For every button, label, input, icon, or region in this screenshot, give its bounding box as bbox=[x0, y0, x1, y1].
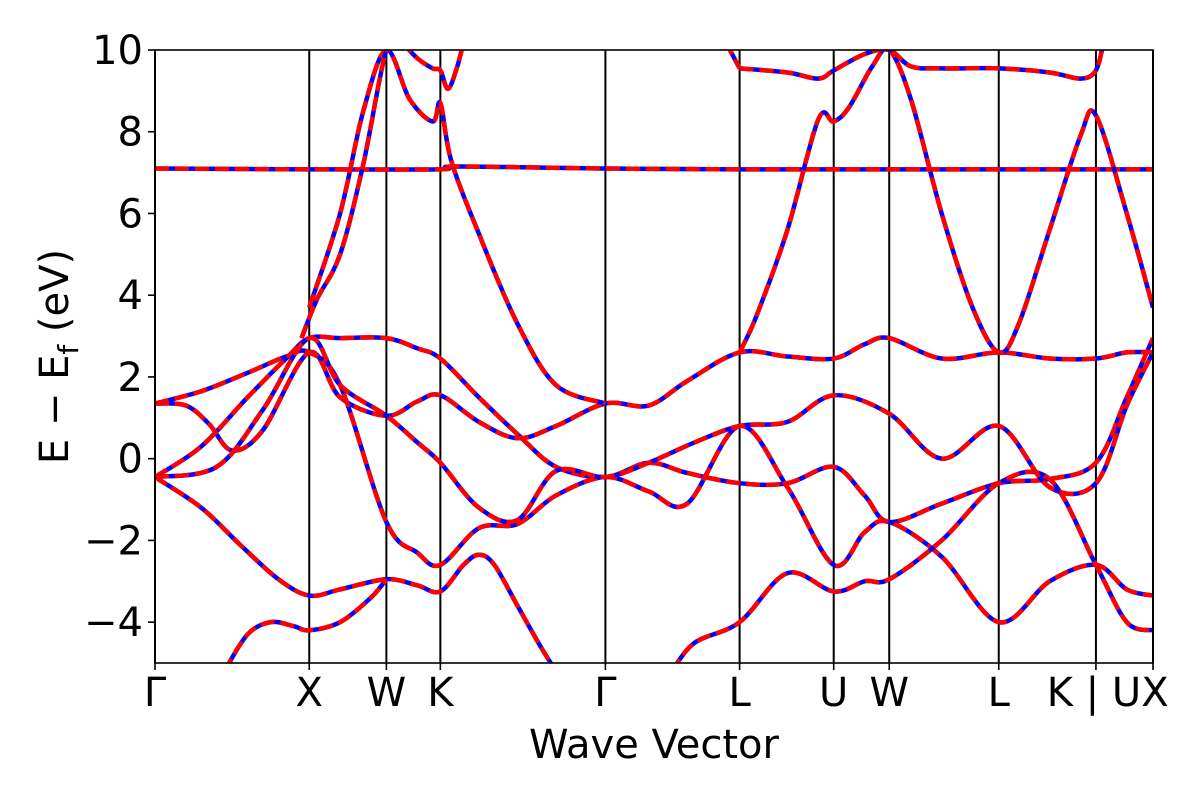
band-line-dashed bbox=[406, 50, 464, 92]
y-tick-label: 0 bbox=[118, 437, 143, 483]
x-tick-label: K | U bbox=[1047, 670, 1141, 716]
y-tick-label: 4 bbox=[118, 273, 143, 319]
band-line-dashed bbox=[299, 50, 389, 339]
band-line-dashed bbox=[727, 50, 742, 70]
x-tick-label: W bbox=[367, 670, 407, 716]
band-line-solid bbox=[883, 50, 897, 53]
y-axis-ticks: −4 −2 0 2 4 6 8 10 bbox=[84, 28, 155, 646]
y-tick-label: 10 bbox=[92, 28, 143, 74]
x-tick-label: X bbox=[296, 670, 323, 716]
band-line-solid bbox=[737, 50, 1153, 356]
band-lines bbox=[155, 50, 1153, 663]
band-line-dashed bbox=[155, 348, 1153, 625]
plot-frame bbox=[154, 49, 1154, 664]
band-line-dashed bbox=[155, 164, 1153, 172]
y-axis-label-unit: (eV) bbox=[32, 249, 78, 345]
y-axis-label: E − Ef (eV) bbox=[32, 249, 85, 464]
band-line-solid bbox=[155, 475, 554, 663]
band-line-dashed bbox=[226, 577, 389, 663]
band-line-dashed bbox=[739, 50, 1105, 81]
x-tick-label: X bbox=[1141, 670, 1168, 716]
band-line-solid bbox=[674, 469, 1153, 663]
y-tick-label: 6 bbox=[118, 191, 143, 237]
x-tick-label: U bbox=[819, 670, 848, 716]
band-line-dashed bbox=[737, 50, 1153, 356]
band-line-solid bbox=[406, 50, 464, 92]
y-tick-label: 2 bbox=[118, 355, 143, 401]
band-line-dashed bbox=[307, 50, 607, 406]
x-axis-label: Wave Vector bbox=[529, 722, 780, 768]
band-line-dashed bbox=[155, 335, 1153, 453]
y-axis-label-sub: f bbox=[52, 344, 85, 355]
band-line-dashed bbox=[883, 50, 897, 53]
y-axis-label-main: E − E bbox=[32, 355, 78, 465]
band-line-dashed bbox=[674, 469, 1153, 663]
y-tick-label: −4 bbox=[84, 600, 143, 646]
x-tick-label: L bbox=[728, 670, 751, 716]
x-tick-label: K bbox=[427, 670, 455, 716]
band-line-solid bbox=[155, 348, 1153, 625]
band-line-solid bbox=[307, 50, 607, 406]
band-line-dashed bbox=[155, 475, 554, 663]
x-tick-label: W bbox=[869, 670, 909, 716]
y-tick-label: −2 bbox=[84, 518, 143, 564]
x-tick-label: Γ bbox=[144, 670, 167, 716]
x-tick-label: Γ bbox=[594, 670, 617, 716]
x-tick-label: L bbox=[988, 670, 1011, 716]
band-line-dashed bbox=[155, 335, 1153, 525]
y-tick-label: 8 bbox=[118, 110, 143, 156]
